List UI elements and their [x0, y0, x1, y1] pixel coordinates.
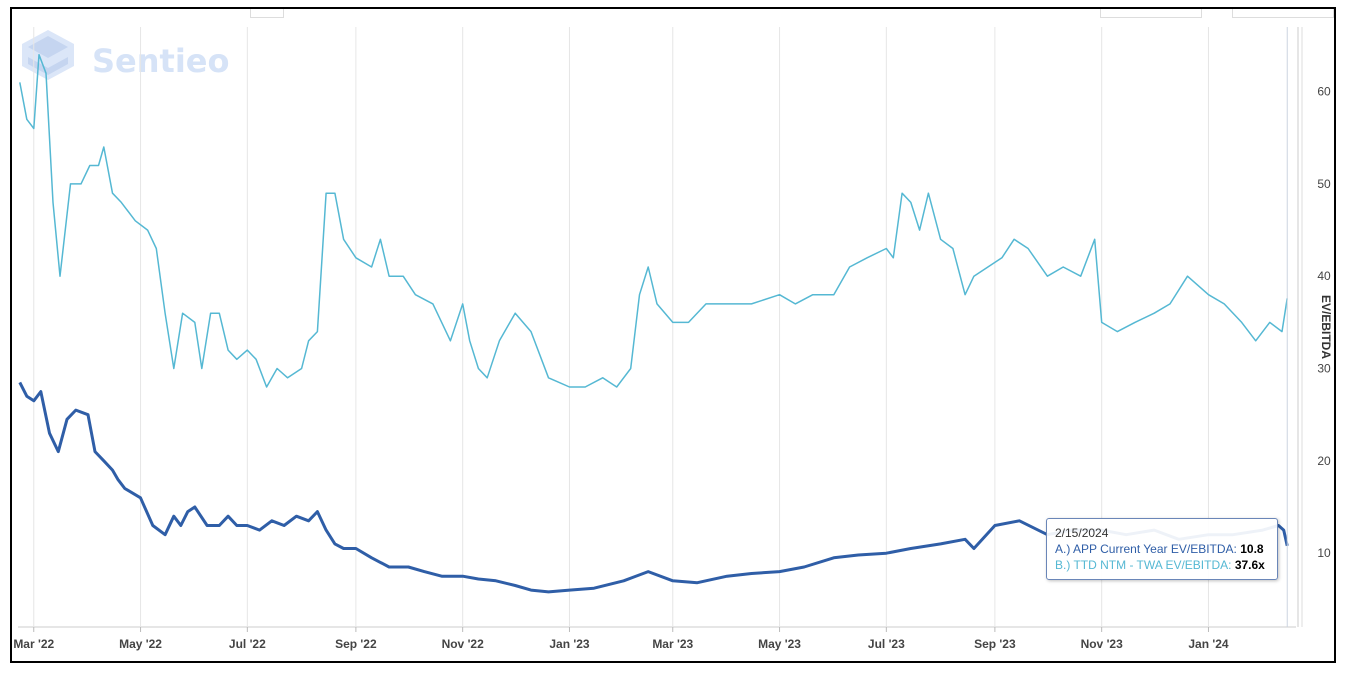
y-tick-label: 50 — [1317, 177, 1331, 191]
x-tick-label: Jul '23 — [868, 637, 905, 651]
toolbar-control[interactable] — [250, 9, 284, 18]
x-tick-label: Jan '24 — [1188, 637, 1229, 651]
tooltip-series-a: A.) APP Current Year EV/EBITDA: 10.8 — [1055, 541, 1269, 557]
y-tick-label: 40 — [1317, 269, 1331, 283]
x-gridlines — [18, 27, 1296, 628]
series-line-ttd-ntm-twa-ev-ebitda[interactable] — [19, 53, 1288, 388]
x-tick-label: May '23 — [758, 637, 801, 651]
tooltip-series-b-value: 37.6x — [1234, 558, 1265, 572]
x-tick-label: Mar '23 — [652, 637, 693, 651]
series-lines — [18, 27, 1289, 627]
line-chart[interactable]: Sentieo Mar '22 May '22 Jul '22 Sep '22 Nov … — [12, 9, 1336, 663]
y-axis-title: EV/EBITDA — [1319, 295, 1333, 359]
sentieo-logo: Sentieo — [22, 30, 229, 80]
x-tick-label: Sep '22 — [335, 637, 377, 651]
y-tick-label: 60 — [1317, 85, 1331, 99]
x-tick-label: Nov '23 — [1081, 637, 1124, 651]
tooltip-series-b-label: B.) TTD NTM - TWA EV/EBITDA: — [1055, 558, 1232, 572]
x-tick-label: Mar '22 — [13, 637, 54, 651]
chart-frame: Sentieo Mar '22 May '22 Jul '22 Sep '22 Nov … — [10, 7, 1336, 663]
toolbar-control[interactable] — [1232, 9, 1334, 18]
tooltip-series-a-label: A.) APP Current Year EV/EBITDA: — [1055, 542, 1237, 556]
tooltip-series-a-value: 10.8 — [1240, 542, 1264, 556]
tooltip-date: 2/15/2024 — [1055, 526, 1109, 540]
y-tick-label: 10 — [1317, 546, 1331, 560]
x-tick-label: May '22 — [119, 637, 162, 651]
brand-name: Sentieo — [92, 42, 229, 80]
x-tick-label: Jan '23 — [549, 637, 590, 651]
y-axis: 10 20 30 40 50 60 — [1297, 27, 1331, 627]
toolbar-control[interactable] — [1100, 9, 1202, 18]
y-tick-label: 20 — [1317, 454, 1331, 468]
series-line-app-current-year-ev-ebitda[interactable] — [18, 381, 1289, 594]
tooltip-series-b: B.) TTD NTM - TWA EV/EBITDA: 37.6x — [1055, 557, 1269, 573]
x-axis: Mar '22 May '22 Jul '22 Sep '22 Nov '22 Jan '… — [13, 627, 1229, 651]
hover-tooltip: 2/15/2024 A.) APP Current Year EV/EBITDA… — [1046, 518, 1278, 580]
y-tick-label: 30 — [1317, 362, 1331, 376]
x-tick-label: Sep '23 — [974, 637, 1016, 651]
x-tick-label: Nov '22 — [442, 637, 485, 651]
x-tick-label: Jul '22 — [229, 637, 266, 651]
